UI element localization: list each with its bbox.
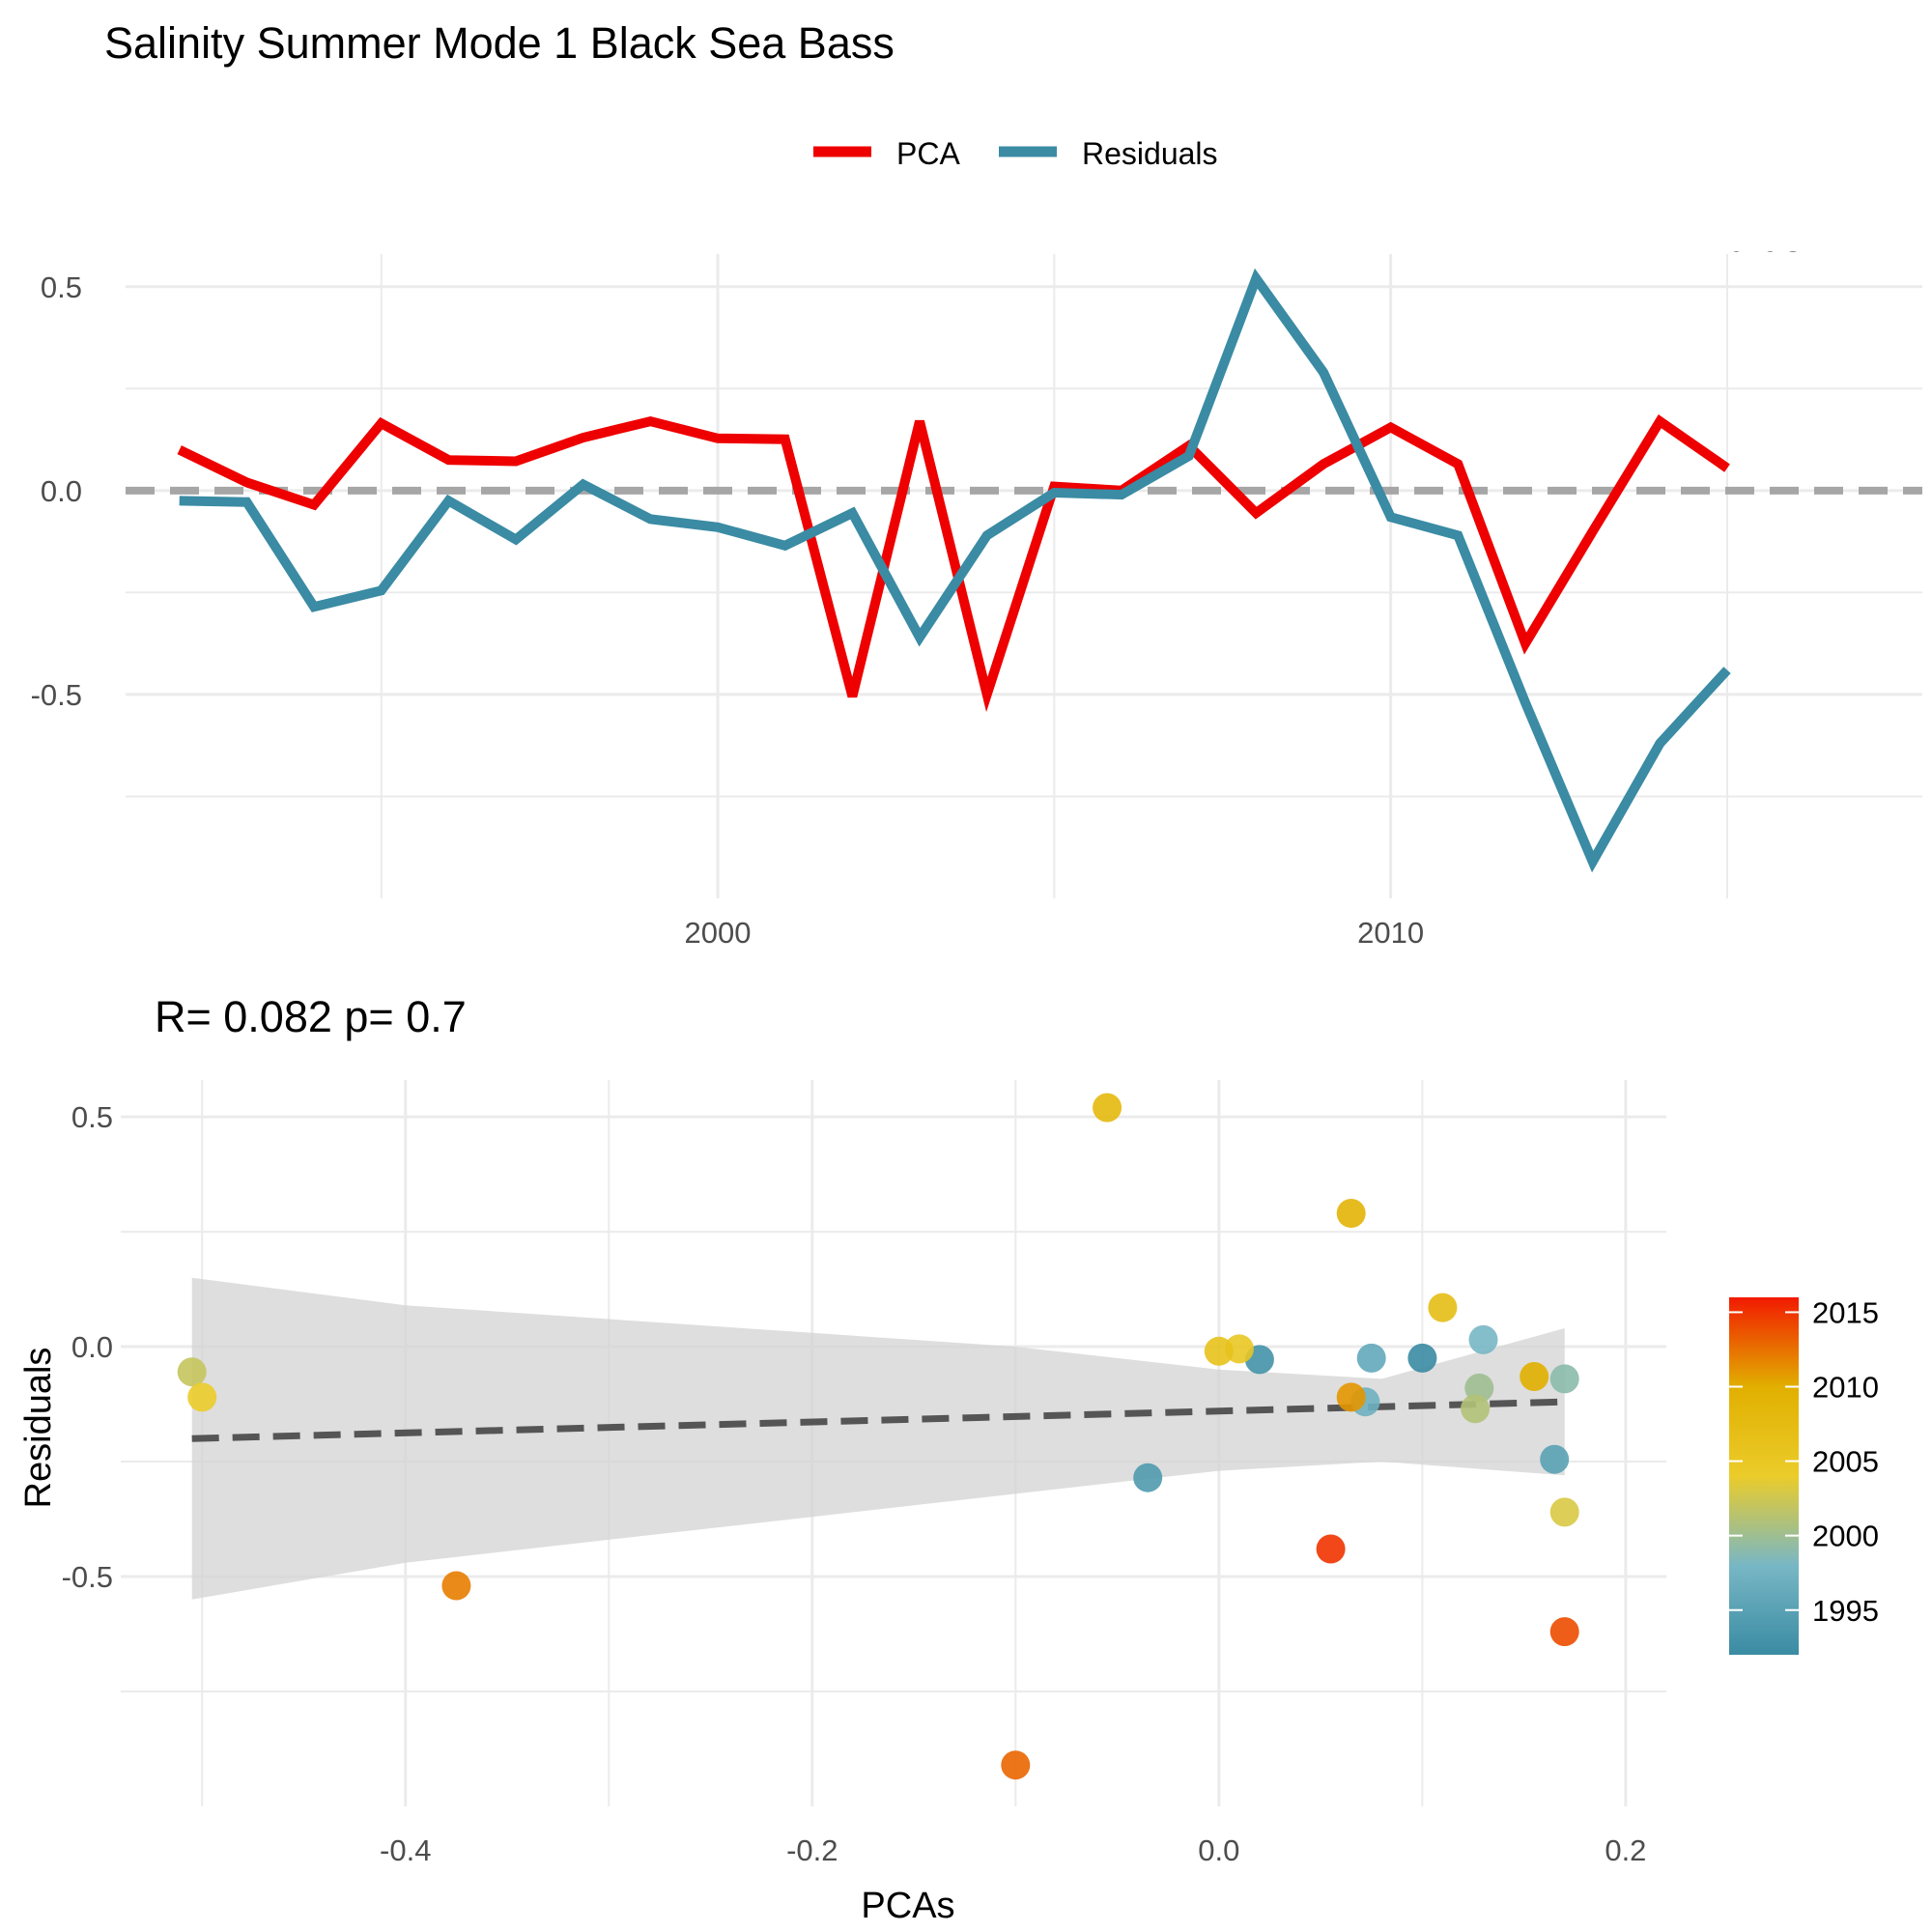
scatter-point	[1316, 1534, 1346, 1564]
scatter-point	[1549, 1364, 1579, 1394]
line-chart-panel: r=0.082 -0.5 0.0 0.5 2000 2010	[31, 214, 1922, 950]
colorbar-tick-label: 2005	[1812, 1445, 1879, 1479]
chart-title: Salinity Summer Mode 1 Black Sea Bass	[104, 18, 895, 68]
x-tick-label: 2010	[1357, 916, 1424, 950]
y-tick-label: 0.5	[41, 270, 82, 304]
scatter-point	[1093, 1093, 1122, 1122]
x-tick-label: -0.2	[786, 1833, 838, 1867]
y-tick-label: -0.5	[62, 1560, 113, 1594]
scatter-point	[1461, 1394, 1491, 1424]
fit-line	[191, 1398, 1565, 1442]
scatter-point	[1001, 1750, 1031, 1780]
x-tick-label: -0.4	[380, 1833, 431, 1867]
scatter-point	[1407, 1343, 1437, 1373]
corner-fragment-text: r=0.082	[1686, 214, 1827, 260]
scatter-chart-panel: -0.5 0.0 0.5 -0.4 -0.2 0.0 0.2 PCAs Residuals	[18, 1080, 1666, 1926]
colorbar-tick-label: 2000	[1812, 1520, 1879, 1553]
scatter-point	[1336, 1199, 1366, 1228]
y-tick-label: -0.5	[31, 678, 82, 712]
colorbar-tick-label: 1995	[1812, 1594, 1879, 1628]
scatter-point	[1520, 1362, 1549, 1391]
legend-label-pca: PCA	[896, 136, 960, 171]
line-chart-x-ticks: 2000 2010	[685, 916, 1425, 950]
x-tick-label: 0.2	[1605, 1833, 1646, 1867]
scatter-point	[1356, 1343, 1386, 1373]
scatter-point	[1336, 1382, 1366, 1412]
x-tick-label: 0.0	[1198, 1833, 1239, 1867]
scatter-point	[1468, 1324, 1498, 1354]
line-series-group	[177, 268, 1731, 873]
scatter-point	[187, 1382, 217, 1412]
correlation-stats-label: R= 0.082 p= 0.7	[155, 992, 467, 1041]
confidence-band	[191, 1277, 1565, 1600]
legend: PCA Residuals	[813, 136, 1218, 171]
scatter-point	[1540, 1444, 1570, 1474]
x-tick-label: 2000	[685, 916, 752, 950]
scatter-point	[1133, 1463, 1163, 1492]
y-axis-label: Residuals	[18, 1348, 59, 1509]
colorbar-gradient	[1729, 1297, 1799, 1655]
line-chart-y-ticks: -0.5 0.0 0.5	[31, 270, 82, 712]
scatter-point	[1428, 1293, 1458, 1322]
colorbar-tick-label: 2010	[1812, 1371, 1879, 1405]
series-line-pca	[177, 413, 1730, 713]
scatter-y-ticks: -0.5 0.0 0.5	[62, 1100, 113, 1594]
series-line-residuals	[179, 268, 1731, 873]
colorbar-ticks: 1995 2000 2005 2010 2015	[1729, 1295, 1879, 1628]
line-chart-plot-area: r=0.082	[1686, 214, 1827, 260]
scatter-point	[1549, 1497, 1579, 1527]
year-colorbar: 1995 2000 2005 2010 2015	[1729, 1295, 1879, 1655]
scatter-x-ticks: -0.4 -0.2 0.0 0.2	[380, 1833, 1646, 1867]
scatter-points	[177, 1093, 1579, 1780]
colorbar-tick-label: 2015	[1812, 1295, 1879, 1329]
legend-label-residuals: Residuals	[1082, 136, 1218, 171]
scatter-point	[1204, 1336, 1234, 1366]
scatter-point	[1549, 1617, 1579, 1647]
scatter-point	[177, 1357, 207, 1387]
x-axis-label: PCAs	[861, 1886, 954, 1926]
y-tick-label: 0.0	[41, 474, 82, 508]
scatter-point	[441, 1571, 471, 1601]
y-tick-label: 0.0	[71, 1330, 113, 1364]
y-tick-label: 0.5	[71, 1100, 113, 1134]
